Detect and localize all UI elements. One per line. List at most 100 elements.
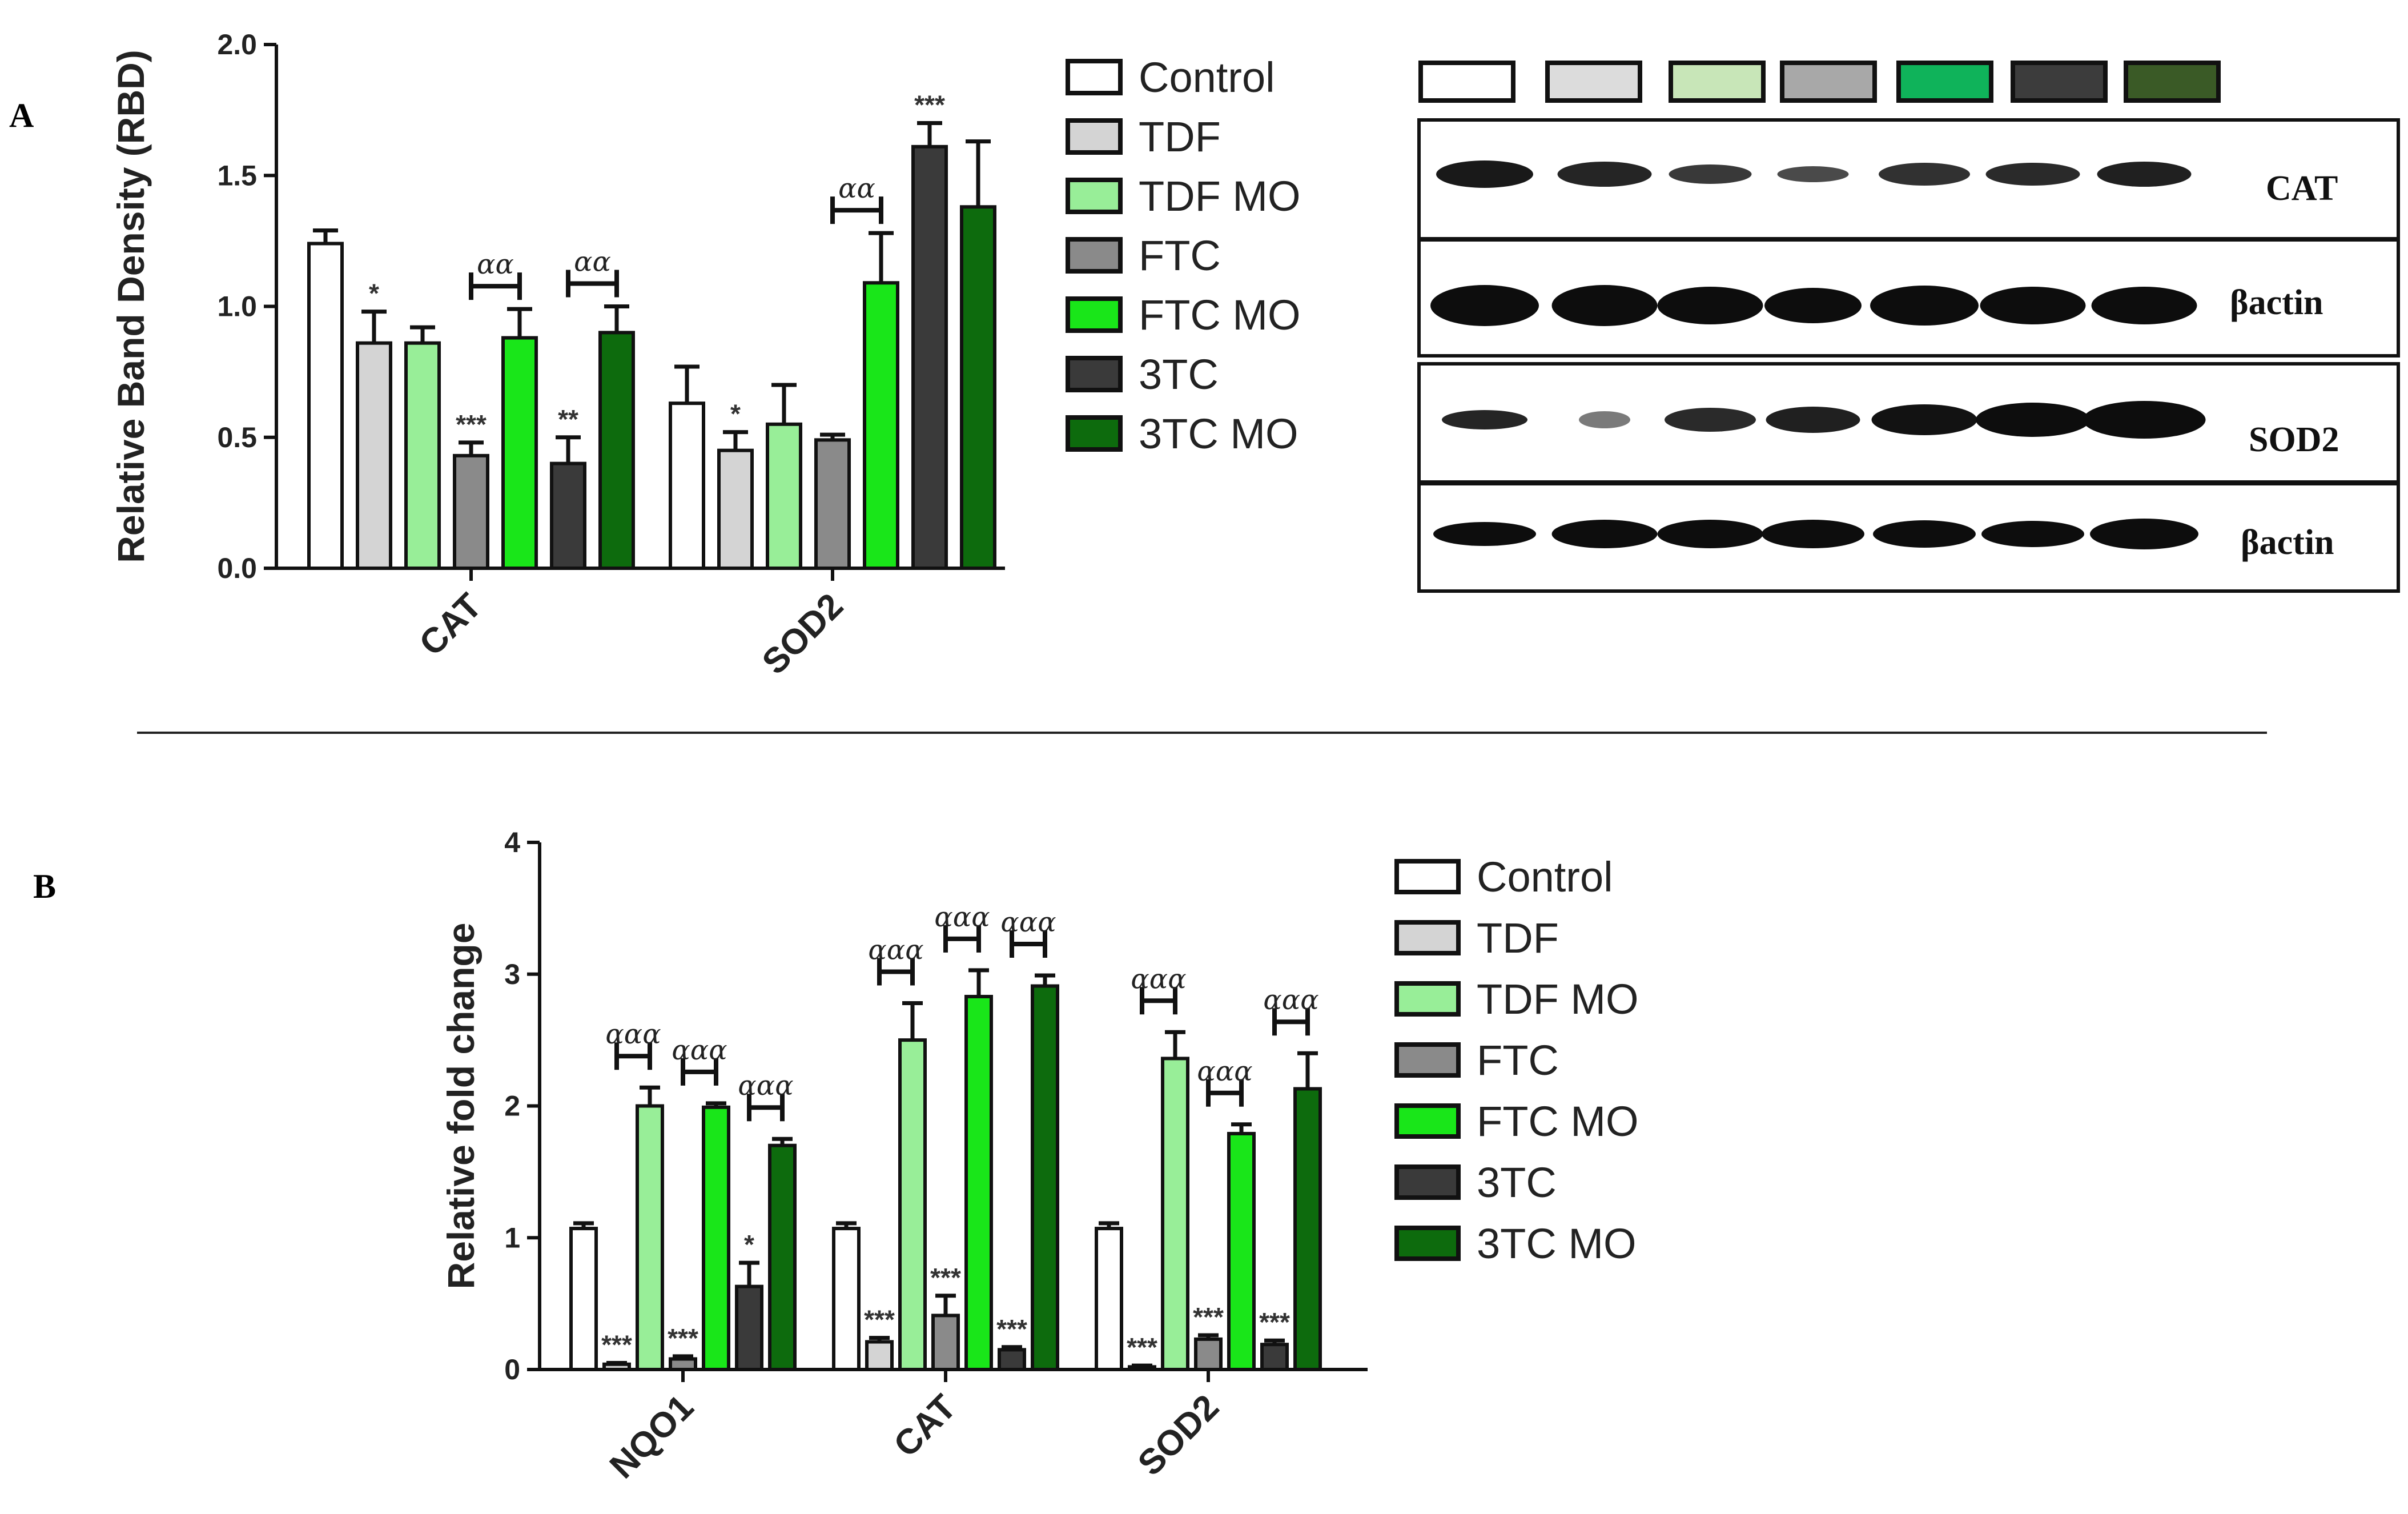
category-label: CAT [412, 586, 489, 664]
blot-band [1879, 163, 1970, 186]
bracket-label: ααα [605, 1018, 661, 1050]
significance-marker: *** [914, 90, 945, 120]
bracket-label: αα [574, 246, 611, 278]
blot-band [1766, 407, 1860, 433]
legend-label: 3TC [1477, 1159, 1557, 1206]
blot-band [1433, 522, 1536, 546]
significance-marker: *** [1259, 1307, 1290, 1337]
chart-a: 0.0 0.5 1.0 1.5 2.0 Relative Band Density (RB… [110, 29, 1005, 682]
blot-band [1873, 520, 1976, 548]
bar [356, 341, 392, 570]
legend-b: Control TDF TDF MO FTC FTC MO 3TC 3TC MO [1394, 853, 1639, 1267]
bar [307, 242, 344, 570]
blot-label-cat: CAT [2266, 169, 2338, 208]
legend-swatch [1066, 296, 1123, 333]
bracket-label: αα [477, 248, 514, 280]
bar [898, 1038, 927, 1371]
blot-swatch [2011, 61, 2108, 103]
significance-marker: *** [864, 1305, 895, 1335]
legend-swatch [1066, 415, 1123, 452]
legend-label: FTC MO [1477, 1098, 1639, 1145]
blot-swatch [1545, 61, 1642, 103]
blot-band [1551, 520, 1658, 548]
category-label: NQO1 [602, 1387, 701, 1486]
blot-band [1669, 164, 1752, 184]
significance-marker: *** [1193, 1302, 1224, 1332]
bar [602, 1362, 631, 1372]
bracket-label: ααα [934, 901, 990, 933]
blot-band [1764, 288, 1862, 323]
legend-label: 3TC MO [1139, 410, 1299, 457]
blot-swatches [1418, 61, 2221, 103]
y-tick-label: 0.0 [217, 552, 257, 584]
significance-marker: *** [601, 1330, 632, 1359]
blot-band [2091, 287, 2197, 324]
bar [931, 1314, 960, 1372]
bar [911, 144, 948, 570]
blot-sod2: SOD2 [1417, 362, 2400, 484]
y-tick-label: 1.0 [217, 291, 257, 323]
bar [766, 422, 802, 571]
significance-marker: *** [930, 1263, 961, 1292]
significance-marker: * [369, 279, 379, 308]
blot-label-actin-1: βactin [2230, 283, 2323, 322]
y-tick-label: 3 [504, 958, 520, 990]
bands-actin-1 [1430, 285, 2197, 326]
y-tick-label: 2 [504, 1090, 520, 1122]
significance-marker: * [744, 1230, 754, 1259]
legend-a: Control TDF TDF MO FTC FTC MO 3TC 3TC MO [1066, 54, 1301, 457]
category-label: CAT [886, 1387, 964, 1465]
bar [814, 438, 851, 571]
blot-band [1981, 521, 2084, 547]
blot-band [1870, 286, 1979, 326]
blot-band [1871, 404, 1977, 435]
bands-cat [1436, 160, 2192, 188]
legend-swatch [1394, 1042, 1461, 1078]
blot-band [2090, 519, 2198, 549]
bar [998, 1348, 1026, 1371]
legend-label: TDF [1139, 113, 1221, 160]
legend-label: FTC MO [1139, 291, 1301, 339]
blot-band [1579, 411, 1630, 428]
y-tick-label: 2.0 [217, 29, 257, 61]
category-label: SOD2 [1131, 1387, 1227, 1483]
legend-swatch [1394, 981, 1461, 1017]
blot-swatch [2124, 61, 2221, 103]
y-axis-title: Relative fold change [440, 923, 482, 1290]
bar [702, 1105, 730, 1371]
legend-swatch [1394, 920, 1461, 955]
bar [1293, 1087, 1322, 1371]
bracket-label: ααα [672, 1034, 727, 1066]
bar [569, 1227, 598, 1371]
blot-band [2097, 162, 2192, 187]
bar [768, 1143, 797, 1371]
bar [1194, 1337, 1223, 1371]
blot-band [1976, 403, 2090, 437]
bar [865, 1340, 894, 1371]
bracket-label: ααα [868, 934, 923, 966]
bar [964, 994, 993, 1372]
bar [960, 205, 996, 570]
blot-band [1551, 285, 1658, 326]
western-blot: CAT βactin SOD2 βactin [1417, 61, 2400, 593]
blot-band [1777, 166, 1849, 182]
blot-swatch [1669, 61, 1766, 103]
blot-band [1657, 287, 1763, 324]
legend-swatch [1066, 59, 1123, 95]
legend-label: TDF MO [1477, 975, 1639, 1023]
bar [717, 448, 754, 570]
legend-swatch [1066, 356, 1123, 392]
bar [598, 331, 635, 570]
significance-marker: *** [668, 1323, 698, 1353]
legend-swatch [1394, 1226, 1461, 1261]
bar [1031, 984, 1059, 1371]
legend-label: 3TC [1139, 351, 1219, 398]
bar [735, 1284, 763, 1371]
legend-swatch [1066, 118, 1123, 155]
bracket-label: ααα [1000, 906, 1056, 938]
blot-band [1657, 520, 1763, 548]
bracket-label: αα [838, 172, 875, 204]
blot-label-sod2: SOD2 [2249, 420, 2339, 459]
bar [550, 461, 586, 570]
